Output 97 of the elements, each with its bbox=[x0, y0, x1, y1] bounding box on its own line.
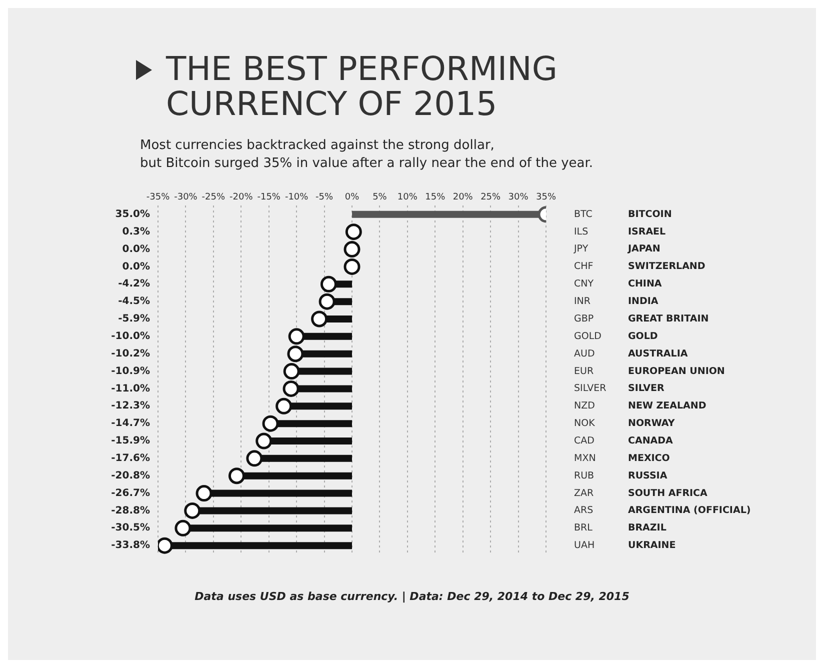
data-label: 0.0% bbox=[122, 244, 150, 255]
point bbox=[158, 536, 173, 554]
x-tick-label: -5% bbox=[316, 192, 334, 202]
data-label: 0.0% bbox=[122, 260, 150, 272]
y-tick-label: NOK bbox=[574, 418, 596, 429]
x-tick-label: -25% bbox=[202, 192, 226, 202]
point bbox=[262, 414, 279, 432]
point bbox=[282, 380, 300, 397]
y2-tick-label: JAPAN bbox=[627, 243, 660, 254]
point bbox=[228, 467, 245, 484]
x-tick-label: -30% bbox=[174, 192, 198, 202]
y-tick-label: INR bbox=[574, 296, 591, 307]
y-tick-label: JPY bbox=[573, 243, 588, 254]
chart-title: THE BEST PERFORMING CURRENCY OF 2015 bbox=[166, 49, 558, 123]
x-tick-label: -10% bbox=[284, 192, 309, 202]
point bbox=[344, 240, 360, 258]
x-tick-label: -35% bbox=[146, 192, 170, 202]
y-tick-label: ZAR bbox=[574, 487, 594, 498]
point bbox=[283, 362, 300, 380]
point bbox=[184, 502, 201, 519]
y2-tick-label: CHINA bbox=[628, 278, 662, 290]
y2-tick-label: GOLD bbox=[628, 330, 658, 342]
y2-tick-label: BRAZIL bbox=[628, 522, 666, 534]
chart-subtitle: Most currencies backtracked against the strong dollar, but Bitcoin surged 35% in value after a rally near the end of the year. bbox=[140, 137, 594, 174]
y-tick-label: AUD bbox=[574, 348, 595, 359]
y-tick-label: CNY bbox=[574, 278, 594, 290]
y-tick-label: SILVER bbox=[574, 382, 607, 394]
data-label: -17.6% bbox=[111, 452, 150, 464]
y2-tick-label: GREAT BRITAIN bbox=[628, 313, 709, 324]
point bbox=[246, 450, 263, 466]
point bbox=[196, 484, 212, 502]
data-label: -30.5% bbox=[111, 522, 150, 534]
x-tick-label: 35% bbox=[536, 192, 556, 202]
y-tick-label: GBP bbox=[574, 313, 594, 324]
y-tick-label: ILS bbox=[574, 226, 588, 237]
y2-tick-label: SWITZERLAND bbox=[628, 260, 706, 272]
y2-tick-label: BITCOIN bbox=[628, 208, 672, 220]
y2-tick-label: EUROPEAN UNION bbox=[628, 365, 725, 376]
y2-tick-label: NORWAY bbox=[628, 418, 675, 429]
x-tick-label: 30% bbox=[508, 192, 529, 202]
y-tick-label: ARS bbox=[574, 504, 594, 516]
point bbox=[288, 328, 305, 344]
point bbox=[256, 432, 272, 449]
data-label: -11.0% bbox=[111, 382, 150, 394]
point bbox=[311, 310, 328, 327]
data-label: -5.9% bbox=[118, 313, 150, 324]
point bbox=[318, 292, 336, 310]
data-label: -10.2% bbox=[111, 348, 150, 360]
data-label: -4.2% bbox=[118, 278, 150, 290]
data-label: -14.7% bbox=[111, 418, 150, 429]
y-tick-label: UAH bbox=[574, 540, 595, 551]
x-tick-label: 10% bbox=[397, 192, 418, 202]
y2-tick-label: ISRAEL bbox=[628, 226, 666, 237]
data-label: -12.3% bbox=[111, 400, 150, 412]
point bbox=[276, 398, 292, 414]
x-tick-label: -20% bbox=[230, 192, 254, 202]
x-tick-label: -15% bbox=[257, 192, 281, 202]
y2-tick-label: SILVER bbox=[628, 382, 665, 394]
point bbox=[320, 276, 337, 292]
text: Data uses USD as base currency. | Data: Dec 29, 2014 to Dec 29, 2015 bbox=[194, 590, 630, 603]
y-tick-label: RUB bbox=[574, 470, 594, 481]
y-tick-label: MXN bbox=[574, 452, 596, 464]
y-tick-label: EUR bbox=[574, 365, 594, 376]
y2-tick-label: UKRAINE bbox=[628, 540, 676, 551]
data-label: -26.7% bbox=[111, 488, 150, 499]
data-label: -4.5% bbox=[118, 296, 150, 307]
y-tick-label: CAD bbox=[574, 435, 594, 446]
y2-tick-label: RUSSIA bbox=[628, 470, 668, 481]
point bbox=[345, 223, 362, 240]
x-tick-label: 5% bbox=[372, 192, 388, 202]
x-tick-label: 25% bbox=[480, 192, 502, 202]
data-label: -20.8% bbox=[111, 470, 150, 482]
y2-tick-label: ARGENTINA (OFFICIAL) bbox=[628, 504, 751, 516]
y-tick-label: BTC bbox=[574, 208, 593, 220]
y2-tick-label: SOUTH AFRICA bbox=[628, 487, 708, 498]
x-tick-label: 0% bbox=[344, 192, 360, 202]
y-tick-label: BRL bbox=[574, 522, 594, 534]
data-label: -10.9% bbox=[111, 366, 150, 377]
y2-tick-label: AUSTRALIA bbox=[628, 348, 688, 359]
y2-tick-label: NEW ZEALAND bbox=[628, 400, 706, 412]
point bbox=[287, 345, 304, 362]
y2-tick-label: CANADA bbox=[628, 435, 674, 446]
point bbox=[174, 520, 192, 536]
data-label: -28.8% bbox=[111, 504, 150, 516]
data-label: -15.9% bbox=[111, 435, 150, 446]
point bbox=[344, 258, 360, 275]
data-label: -10.0% bbox=[111, 330, 150, 342]
data-label: 0.3% bbox=[122, 226, 150, 238]
y2-tick-label: MEXICO bbox=[628, 452, 670, 464]
y-tick-label: CHF bbox=[574, 260, 594, 272]
x-tick-label: 15% bbox=[425, 192, 446, 202]
y-tick-label: NZD bbox=[574, 400, 595, 412]
data-label: 35.0% bbox=[115, 208, 150, 220]
y-tick-label: GOLD bbox=[574, 330, 602, 342]
y2-tick-label: INDIA bbox=[628, 296, 659, 307]
x-tick-label: 20% bbox=[452, 192, 474, 202]
data-label: -33.8% bbox=[111, 540, 150, 551]
